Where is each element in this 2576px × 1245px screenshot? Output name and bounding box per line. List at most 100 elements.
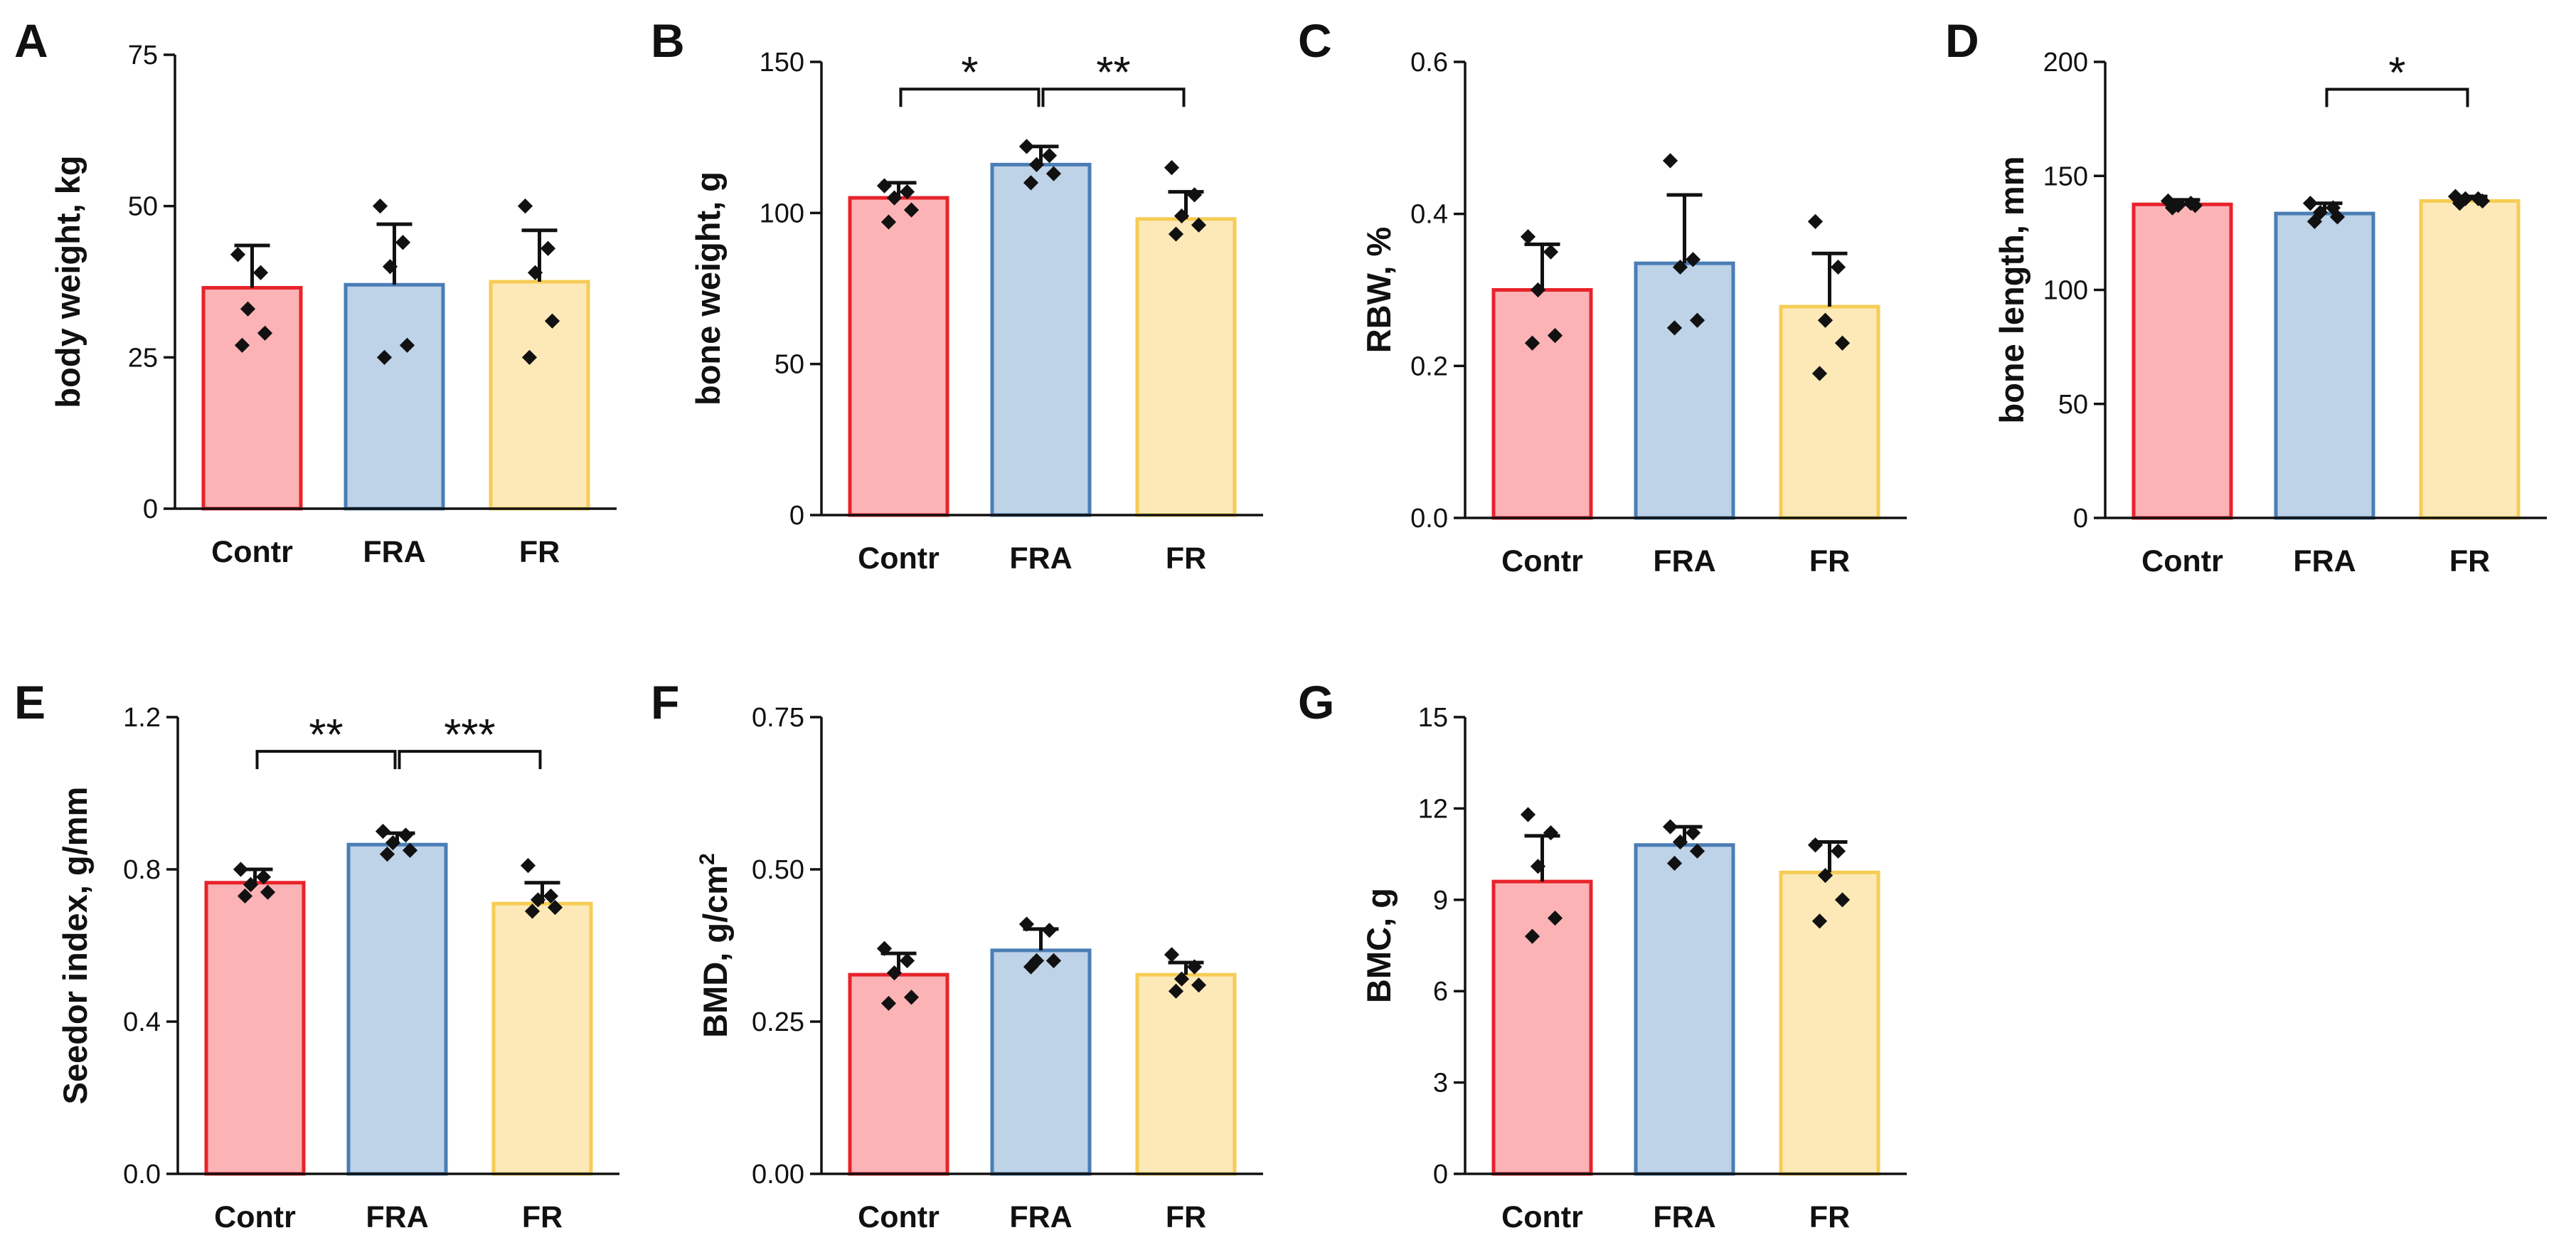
bar-fra: [346, 842, 448, 1176]
x-tick-label: FRA: [1653, 1200, 1715, 1234]
y-tick-label: 0.75: [752, 703, 804, 733]
y-tick-label: 0.25: [752, 1007, 804, 1037]
data-point: [1666, 855, 1683, 872]
panel-g: G Contr FRA FR 0 3 6 9 12 15 BMC, g: [1298, 676, 1907, 1234]
data-point: [375, 823, 391, 839]
y-tick-label: 0.00: [752, 1160, 804, 1190]
significance-bracket: [899, 88, 1040, 107]
data-point: [1543, 244, 1559, 260]
bar-fra: [2274, 211, 2375, 520]
y-tick-label: 0: [2073, 504, 2088, 534]
data-point: [1164, 947, 1180, 963]
bar-fr: [1135, 973, 1237, 1176]
bar-contr: [2131, 202, 2233, 520]
y-axis-label-superscript: 2: [696, 853, 719, 865]
data-point: [385, 835, 401, 851]
y-tick-label: 0.0: [1410, 504, 1448, 534]
x-tick-label: Contr: [2141, 544, 2223, 578]
bar-fr: [1779, 304, 1880, 520]
y-tick-label: 50: [2058, 390, 2088, 420]
y-tick-label: 0.4: [123, 1007, 161, 1037]
y-tick-label: 6: [1433, 977, 1448, 1007]
y-axis-label: bone weight, g: [689, 171, 727, 406]
data-point: [517, 198, 533, 214]
significance-label: *: [2388, 48, 2405, 97]
y-tick-label: 0.8: [123, 855, 161, 885]
x-tick-label: Contr: [1501, 544, 1583, 578]
data-point: [2452, 196, 2468, 211]
data-point: [1543, 825, 1559, 841]
significance-bracket: [1041, 88, 1186, 107]
significance-label: ***: [444, 711, 495, 760]
panel-letter: D: [1945, 14, 1979, 67]
x-tick-label: FRA: [363, 535, 425, 569]
x-tick-label: FR: [522, 1200, 563, 1234]
y-tick-label: 25: [128, 343, 158, 373]
y-tick-label: 1.2: [123, 703, 161, 733]
y-axis-label: bone length, mm: [1993, 157, 2031, 424]
y-axis-label-text: BMC, g: [1360, 888, 1398, 1003]
y-axis-label-text: RBW, %: [1360, 227, 1398, 354]
panel-e: E Contr FRA FR 0.0 0.4 0.8 1.2 Seedor index, g/m…: [14, 676, 619, 1234]
data-point: [530, 892, 546, 908]
data-point: [1834, 892, 1851, 908]
y-axis-label: BMC, g: [1360, 888, 1398, 1003]
data-point: [1830, 259, 1846, 275]
y-tick-label: 75: [128, 41, 158, 70]
data-point: [544, 313, 560, 329]
bar-fra: [344, 282, 445, 511]
data-point: [398, 827, 414, 843]
y-axis-label-text: Seedor index, g/mm: [56, 787, 94, 1105]
y-tick-label: 0.0: [123, 1160, 161, 1190]
data-point: [2187, 198, 2203, 213]
data-point: [2474, 193, 2491, 209]
y-axis-label: Seedor index, g/mm: [56, 787, 94, 1105]
significance-label: **: [309, 711, 343, 760]
panel-letter: G: [1298, 676, 1334, 729]
data-point: [524, 904, 541, 919]
data-point: [543, 888, 559, 904]
data-point: [1524, 335, 1540, 351]
data-point: [1524, 928, 1540, 944]
data-point: [1662, 819, 1678, 835]
data-point: [899, 953, 915, 969]
bar-contr: [1491, 288, 1593, 520]
panel-f: F Contr FRA FR 0.00 0.25 0.50 0.75 BMD, g/cm2: [651, 676, 1263, 1234]
x-tick-label: FRA: [366, 1200, 428, 1234]
x-tick-label: FR: [1809, 1200, 1850, 1234]
data-point: [1018, 139, 1035, 154]
panel-letter: F: [651, 676, 679, 729]
data-point: [233, 862, 249, 877]
y-tick-label: 0: [789, 501, 804, 531]
y-tick-label: 0.4: [1410, 200, 1448, 230]
data-point: [1817, 312, 1833, 328]
data-point: [1685, 252, 1701, 267]
data-point: [1547, 910, 1563, 926]
panel-c: C Contr FRA FR 0.0 0.2 0.4 0.6 RBW, %: [1298, 14, 1907, 578]
x-tick-label: FR: [1166, 1200, 1206, 1234]
data-point: [252, 265, 269, 280]
y-tick-label: 0: [1433, 1160, 1448, 1190]
x-tick-label: FRA: [2293, 544, 2356, 578]
x-tick-label: FRA: [1009, 1200, 1072, 1234]
significance-label: **: [1096, 48, 1130, 97]
bar-contr: [848, 196, 949, 517]
y-axis-label: RBW, %: [1360, 227, 1398, 354]
panel-a: A Contr FRA FR 0 25 50 75 body weight, kg: [14, 14, 617, 569]
y-tick-label: 50: [128, 192, 158, 222]
x-tick-label: FR: [519, 535, 560, 569]
data-point: [1186, 187, 1203, 203]
data-point: [1685, 825, 1701, 841]
panel-letter: C: [1298, 14, 1332, 67]
x-tick-label: Contr: [214, 1200, 296, 1234]
data-point: [1662, 153, 1678, 169]
data-point: [1689, 312, 1705, 328]
y-tick-label: 12: [1418, 794, 1448, 824]
y-tick-label: 0.50: [752, 855, 804, 885]
bar-contr: [848, 973, 949, 1176]
y-axis-label: body weight, kg: [49, 155, 87, 408]
y-axis-label-text: BMD, g/cm: [696, 865, 734, 1038]
data-point: [2306, 213, 2323, 229]
significance-bracket: [2325, 88, 2469, 107]
